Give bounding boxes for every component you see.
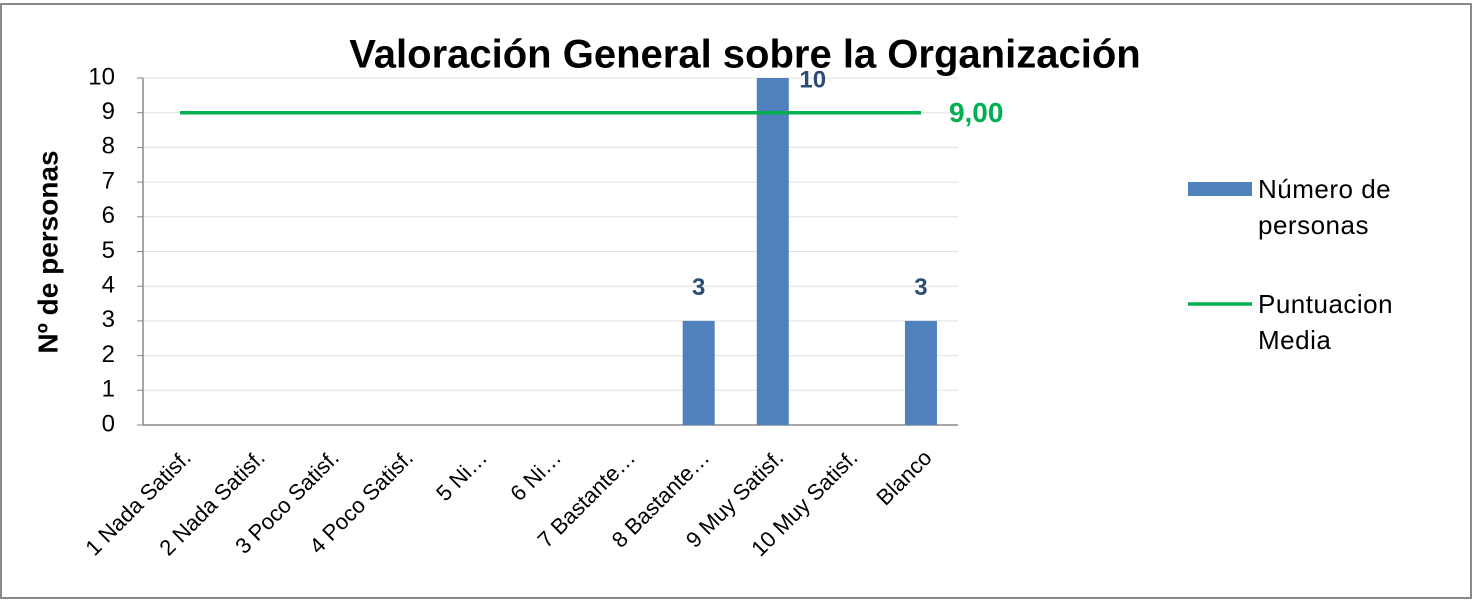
data-label: 3 bbox=[914, 274, 927, 301]
data-label: 3 bbox=[692, 274, 705, 301]
y-tick-label: 3 bbox=[102, 306, 115, 333]
data-label: 9,00 bbox=[949, 97, 1004, 128]
y-tick-label: 0 bbox=[102, 410, 115, 437]
legend-label: Puntuacion Media bbox=[1258, 289, 1394, 355]
bar bbox=[682, 320, 715, 425]
y-tick-label: 4 bbox=[102, 272, 115, 299]
y-tick-label: 5 bbox=[102, 237, 115, 264]
x-tick-label: 5 Ni… bbox=[431, 445, 492, 506]
y-tick-label: 6 bbox=[102, 202, 115, 229]
y-tick-label: 1 bbox=[102, 376, 115, 403]
chart-title: Valoración General sobre la Organización bbox=[349, 33, 1140, 77]
y-tick-label: 9 bbox=[102, 98, 115, 125]
y-axis-label: Nº de personas bbox=[32, 150, 63, 353]
y-tick-label: 2 bbox=[102, 341, 115, 368]
y-tick-label: 10 bbox=[88, 63, 115, 90]
legend-label: Número de personas bbox=[1258, 174, 1392, 240]
y-tick-label: 7 bbox=[102, 167, 115, 194]
y-tick-label: 8 bbox=[102, 133, 115, 160]
x-tick-label: Blanco bbox=[871, 445, 936, 510]
x-tick-label: 6 Ni… bbox=[505, 445, 566, 506]
bar bbox=[756, 78, 789, 425]
data-label: 10 bbox=[799, 66, 826, 93]
frame bbox=[0, 3, 1472, 599]
legend-swatch bbox=[1188, 182, 1252, 196]
bar bbox=[904, 320, 937, 425]
